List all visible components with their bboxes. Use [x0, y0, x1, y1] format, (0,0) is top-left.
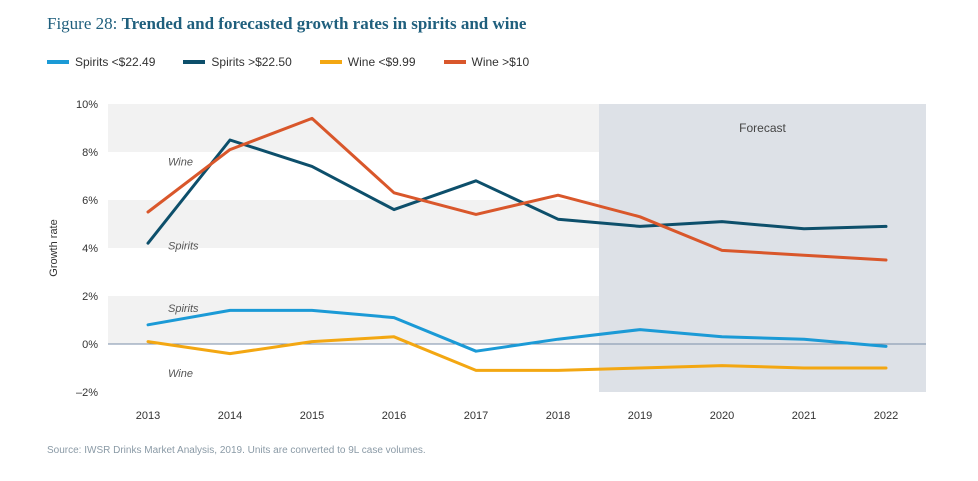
legend-swatch: [47, 60, 69, 64]
source-note: Source: IWSR Drinks Market Analysis, 201…: [47, 445, 426, 456]
series-line: [146, 116, 888, 262]
legend-item: Spirits >$22.50: [183, 55, 292, 69]
legend-label: Wine >$10: [471, 55, 530, 69]
legend-swatch: [319, 60, 342, 64]
legend-swatch: [183, 60, 206, 64]
x-tick-label: 2019: [628, 410, 652, 422]
x-tick-label: 2020: [710, 410, 734, 422]
legend-item: Wine >$10: [443, 55, 530, 69]
series-line: [146, 308, 888, 353]
line-chart: Forecast 10% 8% 6% 4% 2% 0% –2% Growth rate 2013 2…: [48, 99, 926, 422]
figure-label: Figure 28:: [47, 14, 118, 33]
y-tick-label: 4%: [82, 243, 98, 255]
x-tick-label: 2015: [300, 410, 324, 422]
y-axis-label: Growth rate: [48, 219, 60, 276]
x-tick-label: 2022: [874, 410, 898, 422]
y-tick-label: 10%: [76, 99, 98, 111]
y-tick-label: 2%: [82, 291, 98, 303]
x-tick-label: 2017: [464, 410, 488, 422]
x-tick-label: 2021: [792, 410, 816, 422]
legend-label: Spirits >$22.50: [211, 55, 292, 69]
legend-label: Wine <$9.99: [347, 55, 416, 69]
series-annotation: Wine: [168, 157, 193, 169]
x-tick-label: 2014: [218, 410, 242, 422]
series-annotation: Spirits: [168, 241, 199, 253]
y-tick-label: 8%: [82, 147, 98, 159]
legend-item: Wine <$9.99: [319, 55, 416, 69]
y-tick-label: 6%: [82, 195, 98, 207]
series-line: [146, 138, 888, 245]
legend-label: Spirits <$22.49: [75, 55, 156, 69]
legend: Spirits <$22.49 Spirits >$22.50 Wine <$9.9…: [47, 55, 557, 69]
x-tick-label: 2016: [382, 410, 406, 422]
legend-swatch: [443, 60, 466, 64]
series-annotation: Wine: [168, 368, 193, 380]
series-annotation: Spirits: [168, 303, 199, 315]
forecast-label: Forecast: [739, 121, 786, 135]
y-tick-label: 0%: [82, 339, 98, 351]
x-tick-label: 2013: [136, 410, 160, 422]
figure-title: Trended and forecasted growth rates in s…: [121, 14, 527, 33]
x-tick-label: 2018: [546, 410, 570, 422]
y-tick-label: –2%: [76, 387, 98, 399]
series-line: [146, 335, 888, 372]
legend-item: Spirits <$22.49: [47, 55, 155, 69]
chart-title: Figure 28: Trended and forecasted growth…: [47, 14, 526, 34]
forecast-region: [599, 104, 926, 392]
